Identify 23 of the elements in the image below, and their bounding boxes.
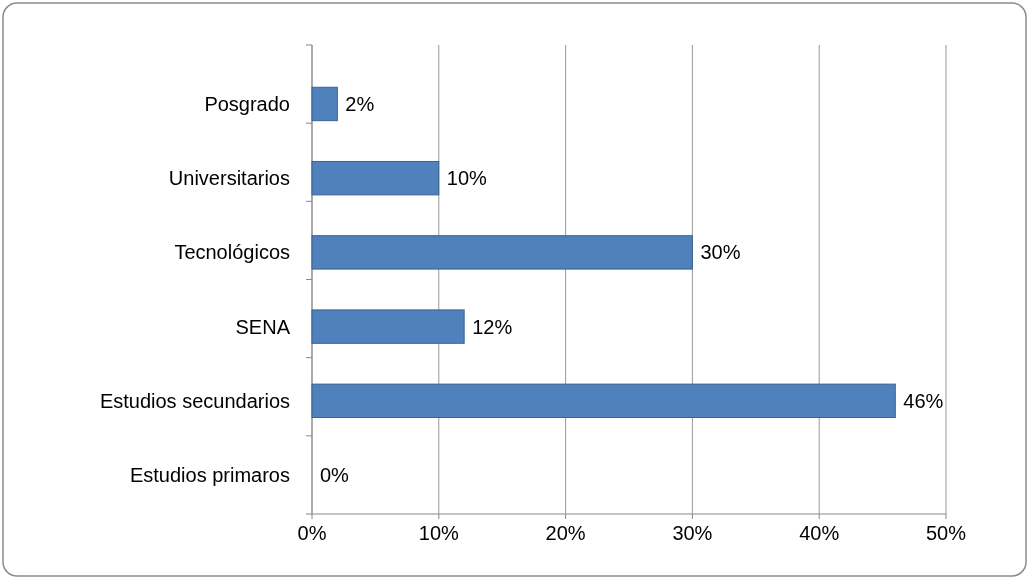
bar (311, 86, 338, 122)
data-label: 12% (472, 315, 513, 338)
data-label: 0% (320, 464, 350, 487)
x-tick-label: 50% (925, 522, 967, 544)
x-tick-label: 10% (418, 522, 460, 544)
y-tick-label: Posgrado (204, 92, 290, 115)
data-label: 30% (700, 241, 741, 264)
x-tick-label: 30% (672, 522, 713, 544)
y-tick-label: Estudios secundarios (99, 389, 290, 412)
bar (311, 309, 465, 344)
y-tick-label: SENA (235, 315, 291, 338)
bar (311, 235, 693, 270)
data-label: 10% (446, 167, 488, 190)
data-label: 2% (345, 92, 375, 115)
y-tick-label: Estudios primaros (129, 464, 290, 487)
x-tick-label: 20% (545, 522, 586, 544)
x-tick-label: 0% (297, 522, 327, 544)
bar (311, 160, 440, 196)
bar (311, 383, 896, 419)
x-tick-label: 40% (799, 522, 840, 544)
y-tick-label: Tecnológicos (174, 241, 290, 264)
data-label: 46% (903, 389, 944, 412)
y-tick-label: Universitarios (168, 167, 290, 190)
